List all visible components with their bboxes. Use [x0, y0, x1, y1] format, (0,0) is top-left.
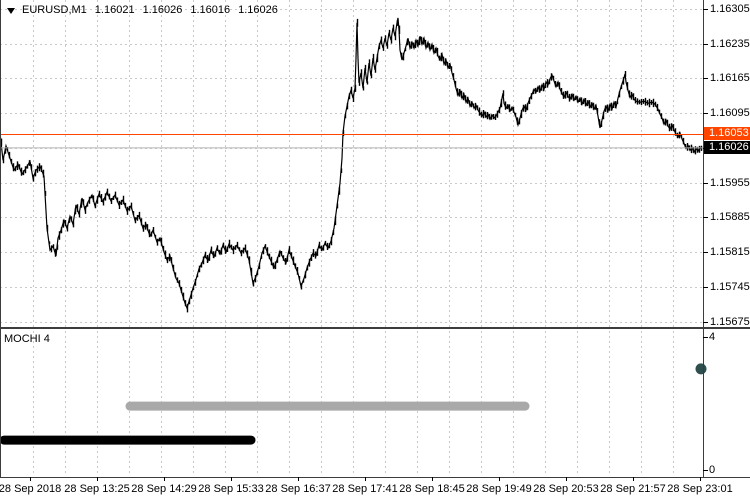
chart-header: EURUSD,M1 1.16021 1.16026 1.16016 1.1602… — [7, 4, 278, 16]
price-series-group — [0, 17, 703, 313]
time-axis-label: 28 Sep 2018 — [0, 483, 62, 495]
ohlc-open-value: 1.16021 — [94, 4, 135, 16]
time-axis-label: 28 Sep 13:25 — [64, 483, 130, 495]
time-axis-label: 28 Sep 19:49 — [466, 483, 532, 495]
time-axis-label: 28 Sep 16:37 — [265, 483, 331, 495]
price-midline — [0, 17, 703, 310]
ohlc-high-value: 1.16026 — [142, 4, 183, 16]
indicator-name-label: MOCHI 4 — [4, 333, 50, 345]
price-axis-label: 1.16235 — [710, 37, 750, 50]
price-axis-label: 1.15745 — [710, 280, 750, 293]
ask-price-tag: 1.16053 — [704, 127, 750, 140]
ohlc-low-value: 1.16016 — [190, 4, 231, 16]
symbol-dropdown-icon[interactable] — [7, 7, 15, 14]
time-axis-label: 28 Sep 17:41 — [332, 483, 398, 495]
bid-price-tag: 1.16026 — [704, 141, 750, 154]
time-axis-label: 28 Sep 20:53 — [533, 483, 599, 495]
price-axis-label: 1.15955 — [710, 176, 750, 189]
time-axis-label: 28 Sep 14:29 — [131, 483, 197, 495]
price-axis-label: 1.16165 — [710, 72, 750, 85]
price-axis-label: 1.15885 — [710, 211, 750, 224]
time-axis-label: 28 Sep 15:33 — [198, 483, 264, 495]
indicator-axis-max-label: 4 — [709, 330, 716, 343]
price-axis-label: 1.16095 — [710, 107, 750, 120]
price-axis-label: 1.15675 — [710, 315, 750, 328]
price-axis-label: 1.16305 — [710, 2, 750, 15]
price-axis-label: 1.15815 — [710, 246, 750, 259]
time-axis-label: 28 Sep 18:45 — [399, 483, 465, 495]
symbol-period-label: EURUSD,M1 — [22, 4, 87, 16]
indicator-axis-min-label: 0 — [709, 464, 716, 477]
indicator-dot-teal — [695, 363, 707, 375]
time-axis-label: 28 Sep 21:57 — [600, 483, 666, 495]
time-axis-label: 28 Sep 23:01 — [667, 483, 733, 495]
ohlc-close-value: 1.16026 — [238, 4, 278, 16]
